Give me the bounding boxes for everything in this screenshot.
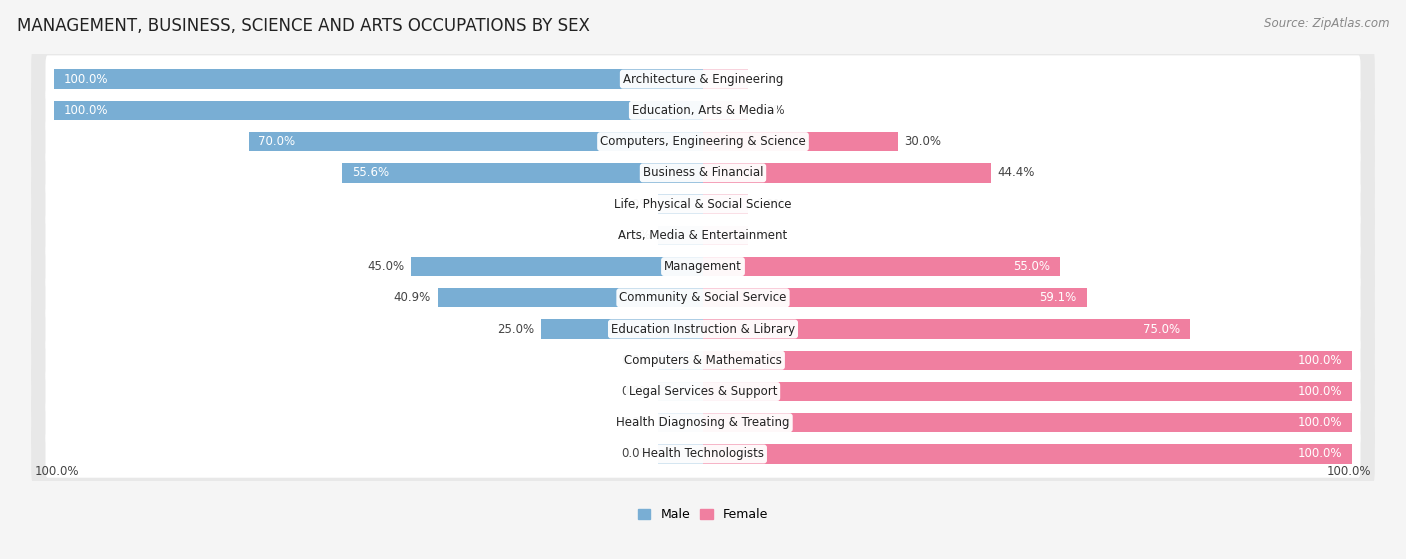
Bar: [703, 382, 1353, 401]
Text: 59.1%: 59.1%: [1039, 291, 1077, 304]
FancyBboxPatch shape: [45, 399, 1361, 447]
Bar: [703, 132, 897, 151]
Text: 100.0%: 100.0%: [1298, 416, 1343, 429]
Text: 100.0%: 100.0%: [1298, 385, 1343, 398]
Bar: [703, 257, 1060, 276]
FancyBboxPatch shape: [31, 110, 1375, 173]
Text: 0.0%: 0.0%: [621, 229, 651, 242]
Text: Arts, Media & Entertainment: Arts, Media & Entertainment: [619, 229, 787, 242]
Text: Health Technologists: Health Technologists: [643, 448, 763, 461]
Bar: [703, 163, 991, 183]
Bar: [658, 226, 703, 245]
FancyBboxPatch shape: [31, 79, 1375, 141]
FancyBboxPatch shape: [31, 267, 1375, 329]
Legend: Male, Female: Male, Female: [638, 508, 768, 521]
FancyBboxPatch shape: [45, 55, 1361, 103]
FancyBboxPatch shape: [31, 329, 1375, 391]
Text: Management: Management: [664, 260, 742, 273]
FancyBboxPatch shape: [45, 149, 1361, 197]
Text: 100.0%: 100.0%: [35, 465, 79, 479]
Text: Business & Financial: Business & Financial: [643, 167, 763, 179]
Text: 0.0%: 0.0%: [621, 448, 651, 461]
Bar: [703, 226, 748, 245]
Bar: [342, 163, 703, 183]
FancyBboxPatch shape: [45, 118, 1361, 165]
FancyBboxPatch shape: [31, 423, 1375, 485]
Text: 0.0%: 0.0%: [621, 416, 651, 429]
Bar: [703, 413, 1353, 433]
Text: Computers & Mathematics: Computers & Mathematics: [624, 354, 782, 367]
Text: 100.0%: 100.0%: [63, 104, 108, 117]
FancyBboxPatch shape: [31, 204, 1375, 267]
Text: 100.0%: 100.0%: [1298, 448, 1343, 461]
Text: 44.4%: 44.4%: [998, 167, 1035, 179]
Text: 100.0%: 100.0%: [63, 73, 108, 86]
FancyBboxPatch shape: [31, 141, 1375, 204]
FancyBboxPatch shape: [45, 274, 1361, 321]
FancyBboxPatch shape: [45, 430, 1361, 478]
Text: 25.0%: 25.0%: [498, 323, 534, 335]
Bar: [703, 288, 1087, 307]
Text: 100.0%: 100.0%: [1298, 354, 1343, 367]
Text: 0.0%: 0.0%: [621, 385, 651, 398]
Text: 45.0%: 45.0%: [367, 260, 405, 273]
Text: Architecture & Engineering: Architecture & Engineering: [623, 73, 783, 86]
Text: Legal Services & Support: Legal Services & Support: [628, 385, 778, 398]
FancyBboxPatch shape: [45, 243, 1361, 290]
Text: 55.0%: 55.0%: [1014, 260, 1050, 273]
Text: Community & Social Service: Community & Social Service: [619, 291, 787, 304]
Bar: [703, 350, 1353, 370]
Bar: [703, 444, 1353, 463]
Text: 30.0%: 30.0%: [904, 135, 941, 148]
Text: Education Instruction & Library: Education Instruction & Library: [612, 323, 794, 335]
Bar: [437, 288, 703, 307]
Text: Health Diagnosing & Treating: Health Diagnosing & Treating: [616, 416, 790, 429]
Text: 0.0%: 0.0%: [755, 229, 785, 242]
Text: Life, Physical & Social Science: Life, Physical & Social Science: [614, 197, 792, 211]
FancyBboxPatch shape: [31, 173, 1375, 235]
FancyBboxPatch shape: [45, 87, 1361, 134]
FancyBboxPatch shape: [45, 181, 1361, 228]
Text: 40.9%: 40.9%: [394, 291, 432, 304]
Text: 100.0%: 100.0%: [1327, 465, 1371, 479]
Bar: [53, 101, 703, 120]
Text: MANAGEMENT, BUSINESS, SCIENCE AND ARTS OCCUPATIONS BY SEX: MANAGEMENT, BUSINESS, SCIENCE AND ARTS O…: [17, 17, 589, 35]
Text: Source: ZipAtlas.com: Source: ZipAtlas.com: [1264, 17, 1389, 30]
Text: 55.6%: 55.6%: [352, 167, 389, 179]
FancyBboxPatch shape: [31, 298, 1375, 360]
Bar: [703, 195, 748, 214]
FancyBboxPatch shape: [31, 48, 1375, 110]
Bar: [658, 413, 703, 433]
Text: Computers, Engineering & Science: Computers, Engineering & Science: [600, 135, 806, 148]
Text: Education, Arts & Media: Education, Arts & Media: [631, 104, 775, 117]
Text: 0.0%: 0.0%: [621, 197, 651, 211]
Bar: [541, 319, 703, 339]
Text: 0.0%: 0.0%: [755, 104, 785, 117]
Bar: [658, 382, 703, 401]
Bar: [703, 69, 748, 89]
Text: 0.0%: 0.0%: [755, 197, 785, 211]
Text: 75.0%: 75.0%: [1143, 323, 1180, 335]
Bar: [658, 195, 703, 214]
FancyBboxPatch shape: [45, 337, 1361, 384]
FancyBboxPatch shape: [45, 211, 1361, 259]
Bar: [703, 101, 748, 120]
Text: 0.0%: 0.0%: [621, 354, 651, 367]
Bar: [249, 132, 703, 151]
Text: 0.0%: 0.0%: [755, 73, 785, 86]
FancyBboxPatch shape: [45, 305, 1361, 353]
Bar: [53, 69, 703, 89]
Text: 70.0%: 70.0%: [259, 135, 295, 148]
FancyBboxPatch shape: [31, 360, 1375, 423]
Bar: [411, 257, 703, 276]
FancyBboxPatch shape: [31, 391, 1375, 454]
Bar: [658, 444, 703, 463]
FancyBboxPatch shape: [45, 368, 1361, 415]
Bar: [703, 319, 1189, 339]
Bar: [658, 350, 703, 370]
FancyBboxPatch shape: [31, 235, 1375, 298]
